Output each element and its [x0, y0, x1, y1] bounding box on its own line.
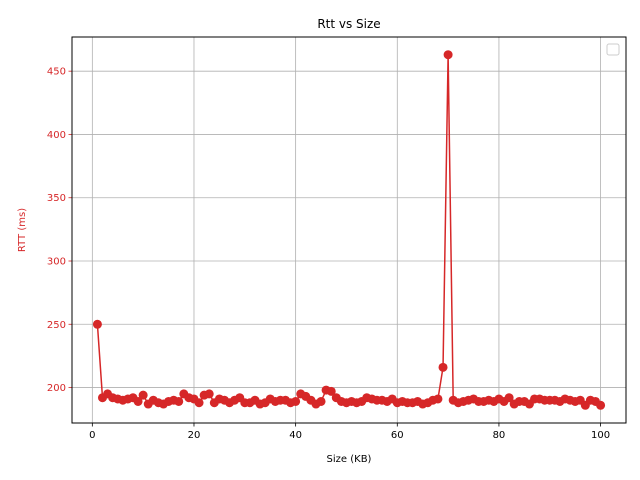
series-layer	[92, 50, 606, 410]
data-point	[443, 50, 453, 60]
data-point	[194, 398, 204, 408]
x-tick-label: 40	[289, 430, 302, 441]
axis-ticks: 0 20 40 60 80 100 200 250 300 350 400 450	[47, 67, 610, 441]
data-point	[433, 394, 443, 404]
data-point	[174, 396, 184, 406]
chart-title: Rtt vs Size	[317, 17, 380, 31]
x-tick-label: 100	[591, 430, 610, 441]
data-point	[138, 390, 148, 400]
plot-frame	[71, 36, 627, 424]
x-tick-label: 60	[391, 430, 404, 441]
y-tick-label: 400	[47, 130, 66, 141]
data-point	[204, 389, 214, 399]
y-tick-label: 350	[47, 193, 66, 204]
legend-box	[606, 43, 620, 56]
grid-lines	[72, 37, 626, 423]
data-point	[596, 400, 606, 410]
data-point	[92, 319, 102, 329]
x-tick-label: 80	[493, 430, 506, 441]
data-point	[291, 396, 301, 406]
x-tick-label: 0	[89, 430, 95, 441]
y-tick-label: 200	[47, 383, 66, 394]
x-axis-label: Size (KB)	[327, 454, 372, 465]
data-point	[326, 386, 336, 396]
x-tick-label: 20	[188, 430, 201, 441]
data-point	[504, 393, 514, 403]
data-point	[133, 396, 143, 406]
series-line	[96, 54, 602, 407]
y-tick-label: 300	[47, 257, 66, 268]
data-point	[438, 362, 448, 372]
y-axis-label: RTT (ms)	[17, 208, 28, 252]
y-tick-label: 450	[47, 67, 66, 78]
data-point	[316, 396, 326, 406]
y-tick-label: 250	[47, 320, 66, 331]
legend	[606, 43, 620, 56]
